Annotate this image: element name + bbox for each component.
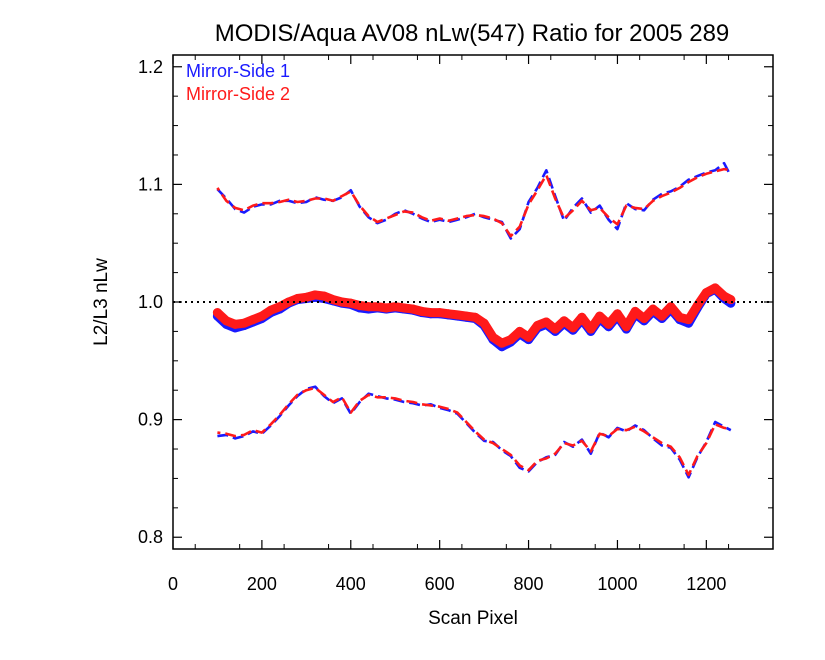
mirror-side-2-center-point bbox=[515, 326, 525, 336]
mirror-side-2-center-point bbox=[221, 316, 231, 326]
mirror-side-2-center-point bbox=[212, 308, 222, 318]
mirror-side-1-lower-line bbox=[217, 385, 732, 479]
mirror-side-2-lower-line bbox=[217, 386, 732, 477]
mirror-side-2-center-point bbox=[497, 338, 507, 348]
y-tick-label: 1.0 bbox=[138, 292, 163, 312]
mirror-side-2-center-point bbox=[541, 317, 551, 327]
mirror-side-2-center-point bbox=[648, 304, 658, 314]
mirror-side-2-center-point bbox=[559, 316, 569, 326]
legend-entry-mirror-side-1: Mirror-Side 1 bbox=[186, 61, 290, 81]
mirror-side-2-center-point bbox=[719, 291, 729, 301]
legend: Mirror-Side 1 Mirror-Side 2 bbox=[186, 61, 290, 104]
mirror-side-2-center-point bbox=[577, 312, 587, 322]
mirror-side-2-center-point bbox=[612, 309, 622, 319]
y-tick-label: 0.8 bbox=[138, 527, 163, 547]
x-axis-title: Scan Pixel bbox=[428, 608, 518, 629]
y-tick-label: 0.9 bbox=[138, 410, 163, 430]
mirror-side-2-center-point bbox=[435, 308, 445, 318]
mirror-side-2-center-point bbox=[692, 301, 702, 311]
mirror-side-2-center-point bbox=[364, 302, 374, 312]
x-axis: 0 200 400 600 800 1000 1200 bbox=[168, 55, 730, 594]
mirror-side-2-center-point bbox=[726, 295, 736, 305]
mirror-side-2-center-point bbox=[684, 315, 694, 325]
mirror-side-2-center-point bbox=[390, 302, 400, 312]
mirror-side-2-center-point bbox=[408, 304, 418, 314]
mirror-side-2-center-point bbox=[310, 290, 320, 300]
y-tick-label: 1.2 bbox=[138, 57, 163, 77]
mirror-side-2-center-point bbox=[319, 291, 329, 301]
mirror-side-2-center-point bbox=[479, 318, 489, 328]
mirror-side-2-center-point bbox=[346, 298, 356, 308]
mirror-side-2-center-point bbox=[621, 322, 631, 332]
y-axis-title: L2/L3 nLw bbox=[91, 258, 112, 346]
mirror-side-2-center-point bbox=[452, 310, 462, 320]
mirror-side-2-upper-line bbox=[216, 167, 732, 238]
mirror-side-2-center-point bbox=[710, 283, 720, 293]
mirror-side-2-center-point bbox=[568, 323, 578, 333]
x-tick-label: 0 bbox=[168, 574, 178, 594]
mirror-side-2-center-point bbox=[524, 332, 534, 342]
mirror-side-2-center-point bbox=[701, 288, 711, 298]
x-tick-label: 1200 bbox=[686, 574, 726, 594]
chart-title: MODIS/Aqua AV08 nLw(547) Ratio for 2005 … bbox=[215, 20, 730, 47]
y-axis: 0.8 0.9 1.0 1.1 1.2 bbox=[138, 57, 773, 547]
legend-entry-mirror-side-2: Mirror-Side 2 bbox=[186, 84, 290, 104]
mirror-side-2-center-point bbox=[230, 319, 240, 329]
mirror-side-2-center-point bbox=[372, 302, 382, 312]
mirror-side-2-center-point bbox=[550, 324, 560, 334]
x-tick-label: 400 bbox=[336, 574, 366, 594]
mirror-side-2-center-point bbox=[426, 308, 436, 318]
mirror-side-2-center-point bbox=[239, 318, 249, 328]
mirror-side-2-center-point bbox=[399, 303, 409, 313]
mirror-side-2-center-point bbox=[444, 309, 454, 319]
mirror-side-2-center-point bbox=[266, 305, 276, 315]
mirror-side-2-center-point bbox=[604, 319, 614, 329]
mirror-side-2-center-point bbox=[657, 311, 667, 321]
mirror-side-2-center-point bbox=[488, 332, 498, 342]
mirror-side-2-center-point bbox=[292, 293, 302, 303]
mirror-side-2-center-point bbox=[417, 306, 427, 316]
mirror-side-2-center-point bbox=[666, 302, 676, 312]
x-tick-label: 600 bbox=[425, 574, 455, 594]
mirror-side-2-center-point bbox=[506, 335, 516, 345]
mirror-side-2-center-point bbox=[595, 311, 605, 321]
x-tick-label: 200 bbox=[247, 574, 277, 594]
mirror-side-2-center-point bbox=[630, 306, 640, 316]
mirror-side-2-center-point bbox=[639, 313, 649, 323]
mirror-side-2-center-point bbox=[355, 301, 365, 311]
mirror-side-2-center-point bbox=[675, 312, 685, 322]
mirror-side-2-center-point bbox=[257, 311, 267, 321]
x-tick-label: 800 bbox=[514, 574, 544, 594]
mirror-side-2-center-point bbox=[461, 311, 471, 321]
mirror-side-2-center-point bbox=[275, 302, 285, 312]
y-tick-label: 1.1 bbox=[138, 174, 163, 194]
mirror-side-2-center-point bbox=[532, 321, 542, 331]
mirror-side-2-center-point bbox=[301, 292, 311, 302]
mirror-side-2-center-point bbox=[248, 315, 258, 325]
mirror-side-2-center-point bbox=[381, 303, 391, 313]
plot-area bbox=[173, 161, 773, 479]
x-tick-label: 1000 bbox=[597, 574, 637, 594]
mirror-side-2-center-point bbox=[586, 324, 596, 334]
mirror-side-2-center-point bbox=[470, 312, 480, 322]
